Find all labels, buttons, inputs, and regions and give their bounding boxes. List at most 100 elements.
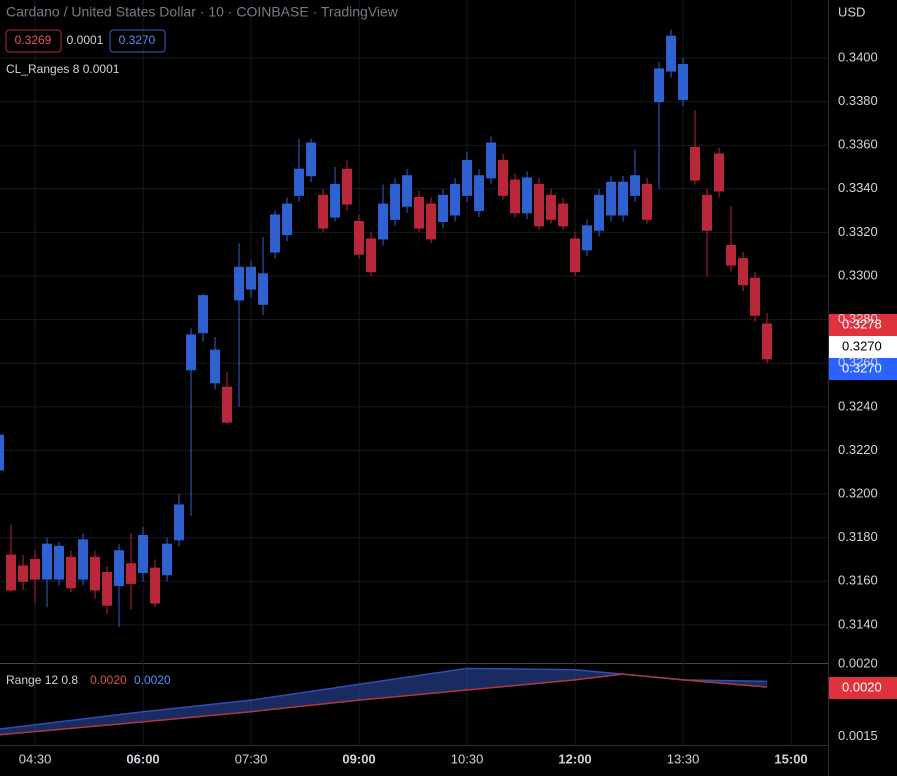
y-tick-label: 0.3320 — [838, 224, 878, 239]
candle-body — [306, 142, 317, 177]
candle-body — [102, 572, 113, 606]
y-tick-label: 0.3140 — [838, 616, 878, 631]
y-tick-label: 0.0020 — [838, 655, 878, 670]
candle-body — [294, 168, 305, 196]
candle-body — [678, 64, 689, 100]
candle-body — [78, 539, 89, 580]
candle-body — [150, 567, 161, 604]
y-tick-label: 0.3200 — [838, 485, 878, 500]
candle-body — [282, 203, 293, 236]
candle-body — [210, 349, 221, 384]
candle-body — [30, 558, 41, 580]
candle-body — [666, 35, 677, 72]
band-line — [0, 673, 768, 736]
x-tick-label: 09:00 — [342, 751, 375, 766]
candle-body — [522, 177, 533, 214]
candle-body — [702, 194, 713, 231]
candle-body — [510, 179, 521, 214]
y-tick-label: 0.3240 — [838, 398, 878, 413]
price-label-bg — [829, 358, 897, 380]
candle-body — [222, 386, 233, 423]
currency[interactable]: USD — [838, 4, 865, 19]
price-label-bg — [829, 314, 897, 336]
x-tick-label: 04:30 — [19, 751, 52, 766]
y-tick-label: 0.3260 — [838, 355, 878, 370]
y-tick-label: 0.3160 — [838, 573, 878, 588]
marks — [0, 29, 773, 736]
candle-body — [438, 194, 449, 223]
candle-body — [6, 554, 17, 591]
candle-body — [198, 295, 209, 334]
y-tick-label: 0.3380 — [838, 93, 878, 108]
candle-body — [342, 168, 353, 205]
candle-body — [618, 181, 629, 216]
candle-body — [426, 203, 437, 240]
candle-body — [714, 153, 725, 192]
y-tick-label: 0.3340 — [838, 180, 878, 195]
indicator-label: CL_Ranges 8 0.0001 — [6, 62, 120, 76]
candle-body — [462, 159, 473, 196]
candle-body — [558, 203, 569, 227]
price-label: 0.3278 — [842, 316, 882, 331]
candle-body — [186, 334, 197, 371]
y-tick-label: 0.3360 — [838, 137, 878, 152]
candle-body — [582, 225, 593, 251]
ask-box — [109, 29, 166, 53]
candle-body — [690, 146, 701, 181]
y-tick-label: 0.3300 — [838, 267, 878, 282]
candle-body — [546, 194, 557, 220]
candle-body — [18, 565, 29, 582]
price-label-bg — [829, 336, 897, 358]
candle-body — [498, 159, 509, 196]
candle-body — [738, 258, 749, 286]
candle-body — [318, 194, 329, 229]
x-tick-label: 07:30 — [235, 751, 268, 766]
grid — [0, 0, 828, 745]
y-tick-label: 0.3220 — [838, 442, 878, 457]
candle-body — [174, 504, 185, 541]
x-tick-label: 15:00 — [774, 751, 807, 766]
candle-body — [390, 183, 401, 220]
candle-body — [330, 183, 341, 218]
candle-body — [762, 323, 773, 360]
candle-body — [570, 238, 581, 273]
candle-body — [258, 273, 269, 305]
range-label-bg — [829, 677, 897, 699]
sub-value: 0.0020 — [90, 673, 127, 687]
y-tick-label: 0.3400 — [838, 49, 878, 64]
sub-value: 0.0020 — [134, 673, 171, 687]
y-tick-label: 0.3180 — [838, 529, 878, 544]
candle-body — [474, 175, 485, 212]
candle-body — [354, 221, 365, 255]
candle-body — [54, 545, 65, 580]
candle-body — [402, 175, 413, 207]
candle-body — [594, 194, 605, 231]
candle-body — [366, 238, 377, 273]
ask: 0.3270 — [119, 33, 156, 47]
candle-body — [642, 183, 653, 220]
candle-body — [114, 550, 125, 587]
candle-body — [378, 203, 389, 240]
x-tick-label: 13:30 — [667, 751, 700, 766]
sub-title: Range 12 0.8 — [6, 673, 78, 687]
band-fill — [0, 668, 768, 735]
candle-body — [486, 142, 497, 179]
candle-body — [654, 68, 665, 103]
candle-body — [450, 183, 461, 216]
price-label: 0.3270 — [842, 338, 882, 353]
title: Cardano / United States Dollar · 10 · CO… — [6, 4, 399, 20]
price-label: 0.3270 — [842, 360, 882, 375]
candle-body — [90, 556, 101, 591]
candle-body — [270, 214, 281, 253]
candle-body — [750, 277, 761, 316]
candle-body — [246, 266, 257, 290]
candle-body — [606, 181, 617, 216]
x-tick-label: 10:30 — [451, 751, 484, 766]
y-tick-label: 0.3280 — [838, 311, 878, 326]
x-tick-label: 12:00 — [558, 751, 591, 766]
candle-body — [726, 244, 737, 266]
x-tick-label: 06:00 — [126, 751, 159, 766]
candle-body — [630, 175, 641, 196]
